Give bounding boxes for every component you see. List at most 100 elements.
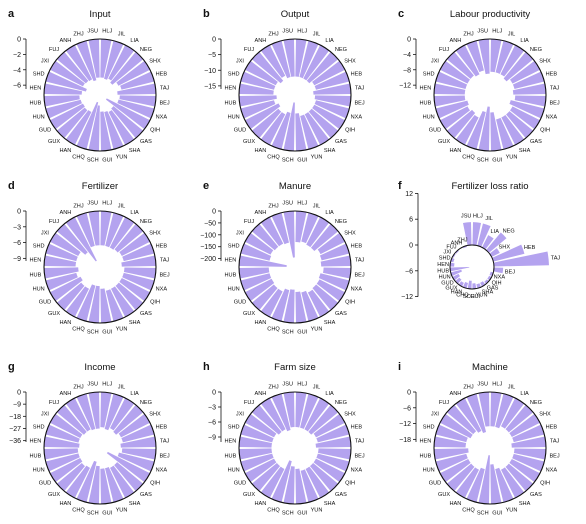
bar-hub bbox=[434, 448, 469, 460]
province-label: HEB bbox=[156, 72, 168, 78]
bar-gud bbox=[244, 278, 275, 302]
province-label: JIL bbox=[508, 385, 515, 391]
y-tick-label: 12 bbox=[405, 191, 413, 198]
bar-han bbox=[65, 465, 90, 499]
province-label: FUJ bbox=[439, 47, 449, 53]
bar-qih bbox=[510, 106, 541, 130]
province-label: BEJ bbox=[549, 453, 559, 459]
bar-han bbox=[260, 466, 285, 499]
bar-fuj bbox=[251, 404, 282, 435]
bar-neg bbox=[505, 404, 534, 433]
bar-sha bbox=[307, 289, 330, 318]
province-label: CHQ bbox=[267, 154, 280, 160]
y-tick-label: −8 bbox=[403, 67, 411, 74]
bar-anh bbox=[65, 44, 93, 82]
bar-hub bbox=[44, 448, 79, 460]
bar-nxa bbox=[316, 453, 350, 472]
bar-jsu bbox=[462, 222, 472, 246]
bar-qih bbox=[316, 279, 346, 302]
province-label: ANH bbox=[60, 210, 72, 216]
province-label: JIL bbox=[485, 216, 492, 222]
bar-chq bbox=[76, 460, 97, 503]
bar-shx bbox=[118, 413, 151, 438]
province-label: FUJ bbox=[244, 400, 254, 406]
province-label: LIA bbox=[491, 229, 500, 235]
bar-jil bbox=[104, 40, 124, 80]
bar-gux bbox=[56, 282, 85, 311]
bar-zhj bbox=[466, 393, 487, 433]
province-label: CHQ bbox=[72, 507, 85, 513]
province-label: JSU bbox=[87, 381, 98, 387]
province-label: JXI bbox=[443, 250, 452, 256]
bar-gas bbox=[111, 106, 144, 139]
bar-yun bbox=[104, 110, 124, 150]
bar-sch bbox=[88, 465, 100, 504]
bar-gux bbox=[446, 463, 475, 492]
province-label: CHQ bbox=[456, 292, 469, 298]
bar-hen bbox=[239, 83, 274, 95]
bar-jil bbox=[477, 223, 491, 247]
province-label: HEN bbox=[420, 439, 432, 445]
bar-jxi bbox=[244, 413, 277, 438]
bar-jil bbox=[301, 212, 319, 244]
province-label: NXA bbox=[351, 286, 363, 292]
bar-bej bbox=[323, 267, 351, 279]
bar-hun bbox=[450, 269, 462, 277]
province-label: YUN bbox=[116, 154, 128, 160]
province-label: YUN bbox=[116, 507, 128, 513]
bar-jil bbox=[300, 393, 319, 429]
bar-yun bbox=[496, 117, 514, 150]
province-label: TAJ bbox=[355, 258, 365, 264]
bar-lia bbox=[481, 235, 494, 250]
bar-chq bbox=[76, 284, 96, 322]
bar-lia bbox=[500, 397, 525, 429]
panel-f: f Fertilizer loss ratio 12 6 0 −6 −12 HLJ JIL LIA… bbox=[398, 180, 560, 301]
bar-gui bbox=[490, 464, 502, 504]
bar-qih bbox=[487, 275, 492, 281]
province-label: HLJ bbox=[102, 200, 112, 206]
province-label: JXI bbox=[431, 411, 440, 417]
bar-bej bbox=[123, 267, 156, 279]
province-label: SCH bbox=[477, 511, 489, 517]
province-label: BEJ bbox=[159, 100, 169, 106]
bar-gud bbox=[244, 458, 277, 483]
bar-gud bbox=[49, 103, 85, 130]
ring bbox=[238, 38, 352, 152]
province-label: HLJ bbox=[102, 381, 112, 387]
bar-fuj bbox=[446, 404, 477, 435]
bar-shx bbox=[116, 60, 151, 86]
bar-nxa bbox=[509, 100, 545, 119]
province-label: FUJ bbox=[439, 400, 449, 406]
bar-taj bbox=[121, 255, 156, 267]
ring bbox=[43, 38, 157, 152]
province-label: HUN bbox=[228, 467, 240, 473]
bar-bej bbox=[314, 95, 351, 107]
bar-shd bbox=[240, 243, 272, 261]
province-label: HUN bbox=[228, 114, 240, 120]
province-label: NEG bbox=[335, 47, 347, 53]
y-tick-label: −3 bbox=[13, 224, 21, 231]
bar-jsu bbox=[88, 39, 100, 78]
province-label: SHD bbox=[423, 425, 435, 431]
bar-bej bbox=[119, 95, 156, 107]
bar-gux bbox=[251, 108, 282, 139]
bar-hub bbox=[44, 267, 79, 279]
ring bbox=[433, 38, 547, 152]
bar-sha bbox=[501, 115, 525, 146]
bar-sch bbox=[283, 102, 295, 151]
province-label: HLJ bbox=[297, 200, 307, 206]
province-label: JSU bbox=[282, 381, 293, 387]
province-label: ANH bbox=[60, 391, 72, 397]
province-label: ANH bbox=[450, 391, 462, 397]
bar-han bbox=[455, 467, 480, 499]
province-label: HAN bbox=[450, 148, 462, 154]
bar-han bbox=[260, 288, 283, 318]
bar-qih bbox=[509, 458, 541, 483]
bar-shx bbox=[317, 232, 346, 255]
panel-title: Fertilizer bbox=[82, 181, 118, 192]
bar-gas bbox=[312, 284, 339, 311]
bar-gas bbox=[505, 463, 534, 492]
bar-taj bbox=[511, 436, 546, 448]
province-label: SCH bbox=[282, 330, 294, 336]
